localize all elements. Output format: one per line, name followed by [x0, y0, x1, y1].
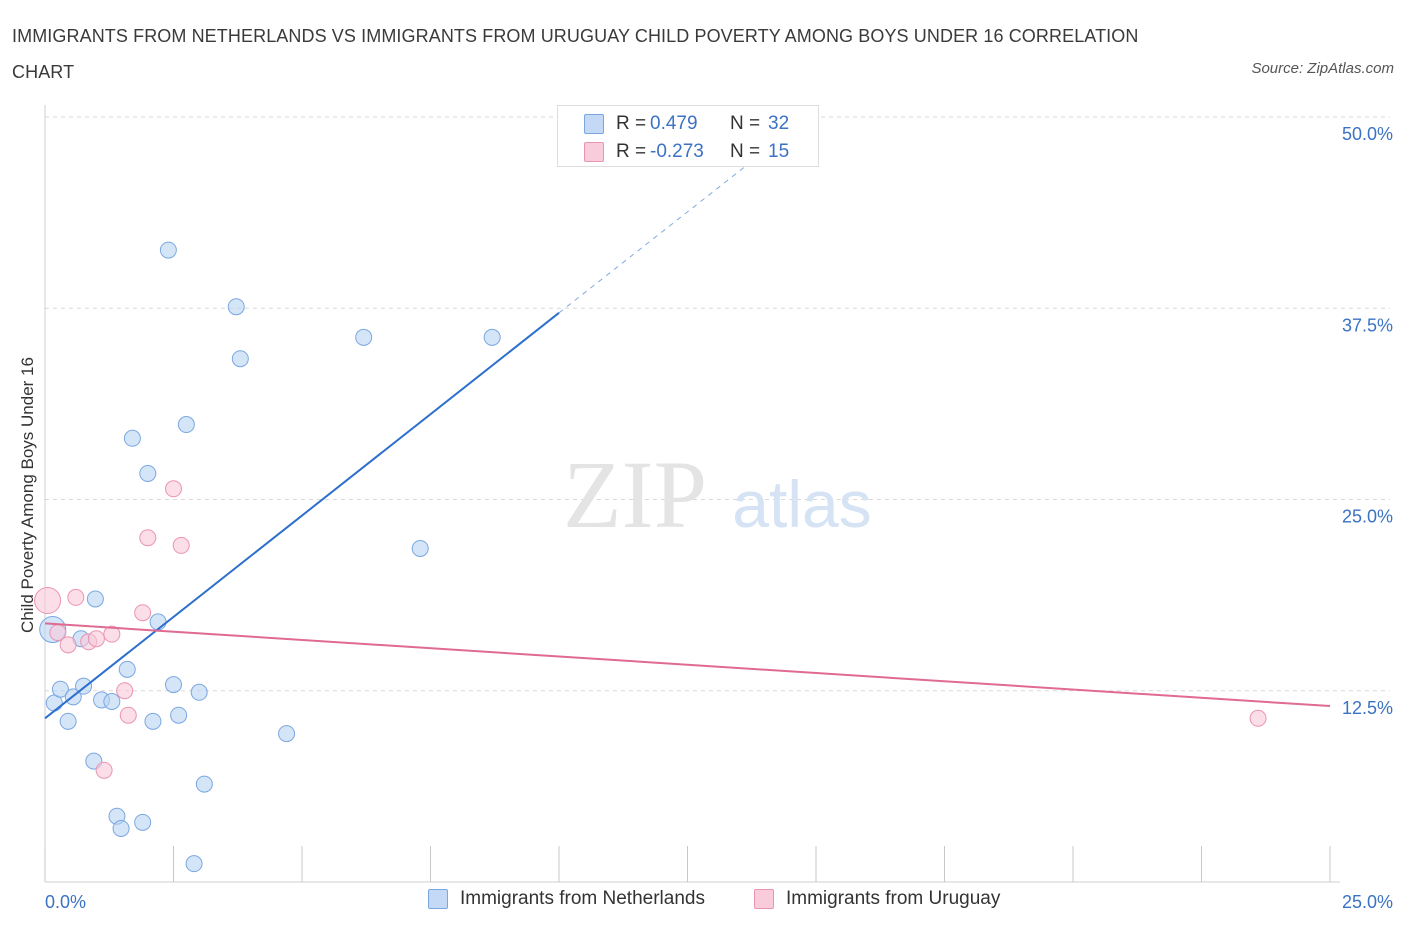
- watermark-atlas: atlas: [732, 467, 871, 541]
- netherlands-point: [185, 855, 203, 873]
- legend-row-netherlands: R = 0.479 N = 32: [584, 111, 789, 137]
- uruguay-point: [87, 630, 105, 648]
- tick-label-layer: 12.5% 25.0% 37.5% 50.0% 0.0% 25.0%: [45, 124, 1393, 912]
- uruguay-point: [95, 761, 113, 779]
- netherlands-point: [159, 241, 177, 259]
- r-value: -0.273: [650, 141, 704, 162]
- legend-label: Immigrants from Uruguay: [786, 888, 1001, 909]
- netherlands-point: [149, 613, 167, 631]
- uruguay-point: [119, 706, 137, 724]
- netherlands-point: [134, 813, 152, 831]
- legend-item-netherlands: Immigrants from Netherlands: [428, 888, 705, 910]
- netherlands-trend-line: [44, 312, 560, 720]
- n-value: 15: [768, 141, 790, 162]
- r-label: R =: [616, 141, 647, 162]
- netherlands-point: [177, 416, 195, 434]
- x-tick-label-min: 0.0%: [45, 892, 86, 912]
- points-layer: [34, 241, 1267, 873]
- netherlands-point: [227, 298, 245, 316]
- netherlands-point: [103, 692, 121, 710]
- y-tick-label: 37.5%: [1342, 315, 1393, 335]
- watermark-zip: ZIP: [563, 441, 707, 548]
- netherlands-point: [123, 429, 141, 447]
- netherlands-point: [278, 725, 296, 743]
- grid-layer: [45, 116, 1390, 692]
- n-value: 32: [768, 113, 790, 134]
- netherlands-point: [355, 328, 373, 346]
- netherlands-point: [144, 712, 162, 730]
- trend-layer: [44, 110, 1331, 720]
- uruguay-point: [139, 529, 157, 547]
- netherlands-point: [118, 660, 136, 678]
- n-label: N =: [730, 141, 761, 162]
- netherlands-point: [165, 676, 182, 694]
- netherlands-point: [411, 539, 429, 557]
- uruguay-point: [59, 636, 77, 654]
- correlation-legend: R = 0.479 N = 32 R = -0.273 N = 15: [557, 105, 819, 167]
- netherlands-point: [139, 464, 157, 482]
- r-value: 0.479: [650, 113, 698, 134]
- netherlands-point: [86, 590, 104, 608]
- uruguay-point: [134, 604, 152, 622]
- y-tick-label: 12.5%: [1342, 698, 1393, 718]
- uruguay-swatch: [754, 889, 774, 909]
- netherlands-point: [195, 775, 213, 793]
- x-tick-label-max: 25.0%: [1342, 892, 1393, 912]
- netherlands-swatch: [428, 889, 448, 909]
- netherlands-swatch: [584, 114, 604, 134]
- n-label: N =: [730, 113, 761, 134]
- uruguay-point: [34, 586, 62, 614]
- r-label: R =: [616, 113, 647, 134]
- netherlands-point: [59, 712, 77, 730]
- axis-layer: [44, 105, 1340, 883]
- y-tick-label: 25.0%: [1342, 507, 1393, 527]
- uruguay-point: [116, 682, 134, 700]
- netherlands-point: [51, 680, 69, 698]
- source-label: Source: ZipAtlas.com: [1251, 60, 1394, 77]
- chart-title: IMMIGRANTS FROM NETHERLANDS VS IMMIGRANT…: [12, 26, 1139, 82]
- uruguay-point: [172, 536, 190, 554]
- y-tick-label: 50.0%: [1342, 124, 1393, 144]
- netherlands-point: [112, 819, 130, 837]
- uruguay-point: [1249, 709, 1267, 727]
- series-legend: Immigrants from Netherlands Immigrants f…: [0, 888, 1406, 916]
- uruguay-point: [103, 625, 121, 643]
- uruguay-point: [67, 588, 85, 606]
- uruguay-trend-line: [44, 622, 1331, 708]
- uruguay-point: [165, 480, 182, 498]
- netherlands-point: [231, 350, 249, 368]
- uruguay-swatch: [584, 142, 604, 162]
- netherlands-point: [190, 683, 208, 701]
- netherlands-point: [170, 706, 188, 724]
- netherlands-point: [483, 328, 501, 346]
- legend-item-uruguay: Immigrants from Uruguay: [754, 888, 1000, 910]
- legend-label: Immigrants from Netherlands: [460, 888, 705, 909]
- legend-row-uruguay: R = -0.273 N = 15: [584, 139, 789, 165]
